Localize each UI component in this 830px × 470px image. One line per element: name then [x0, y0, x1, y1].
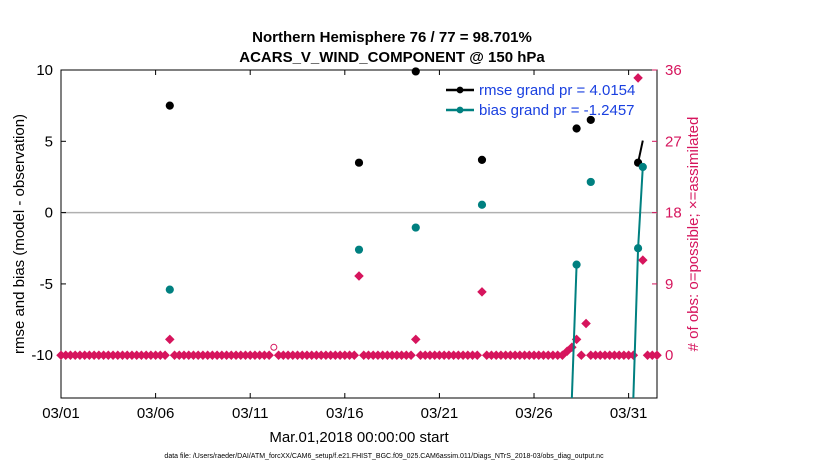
bias-point	[633, 244, 643, 253]
obs-assimilated-marker	[406, 350, 416, 360]
x-tick-label: 03/16	[326, 405, 364, 422]
y-right-tick-label: 27	[665, 133, 682, 150]
obs-assimilated-marker	[477, 287, 487, 297]
x-tick-label: 03/26	[515, 405, 553, 422]
obs-assimilated-marker	[472, 350, 483, 360]
rmse-point	[572, 124, 581, 133]
x-tick-label: 03/01	[42, 405, 80, 422]
legend-rmse-label: rmse grand pr = 4.0154	[479, 82, 635, 99]
footer-data-file: data file: /Users/raeder/DAI/ATM_forcXX/…	[164, 453, 604, 460]
obs-assimilated-marker	[628, 350, 639, 360]
chart-title-line2: ACARS_V_WIND_COMPONENT @ 150 hPa	[239, 49, 545, 66]
obs-assimilated-marker	[638, 255, 648, 265]
y-right-tick-label: 18	[665, 205, 682, 222]
bias-point	[638, 162, 647, 172]
obs-assimilated-marker	[652, 350, 662, 360]
chart-title-line1: Northern Hemisphere 76 / 77 = 98.701%	[252, 29, 532, 46]
x-axis-label: Mar.01,2018 00:00:00 start	[269, 429, 449, 446]
y-left-tick-label: 0	[45, 205, 53, 222]
bias-point	[477, 200, 487, 209]
x-tick-label: 03/06	[137, 405, 175, 422]
y-axis-left-label: rmse and bias (model - observation)	[11, 114, 28, 354]
legend-bias-marker	[456, 106, 464, 114]
bias-point	[411, 223, 420, 232]
rmse-point	[477, 155, 487, 164]
y-left-tick-label: 10	[36, 62, 53, 79]
legend-bias-label: bias grand pr = -1.2457	[479, 102, 635, 119]
rmse-point	[165, 101, 174, 110]
obs-assimilated-marker	[581, 318, 591, 329]
obs-assimilated-marker	[410, 334, 421, 345]
rmse-point	[411, 67, 420, 76]
x-tick-label: 03/31	[610, 405, 648, 422]
bias-point	[572, 260, 581, 269]
y-left-tick-label: 5	[45, 133, 53, 150]
bias-point	[165, 285, 174, 294]
y-right-tick-label: 9	[665, 276, 673, 293]
y-left-tick-label: -5	[40, 276, 53, 293]
rmse-point	[354, 158, 364, 167]
y-left-tick-label: -10	[31, 347, 53, 364]
obs-assimilated-marker	[576, 350, 587, 360]
bias-point	[354, 245, 364, 254]
obs-assimilated-marker	[349, 350, 360, 360]
bias-point	[586, 177, 595, 187]
obs-possible-marker	[270, 343, 278, 351]
obs-assimilated-marker	[354, 271, 364, 281]
rmse-point	[586, 115, 595, 125]
legend-rmse-marker	[456, 86, 464, 94]
obs-assimilated-marker	[264, 350, 274, 360]
x-tick-label: 03/21	[421, 405, 459, 422]
y-axis-right-label: # of obs: o=possible; ×=assimilated	[685, 117, 702, 352]
obs-assimilated-marker	[160, 350, 170, 360]
x-tick-label: 03/11	[232, 405, 268, 422]
bias-line	[570, 264, 578, 399]
obs-assimilated-marker	[165, 334, 175, 345]
y-right-tick-label: 36	[665, 62, 682, 79]
y-right-tick-label: 0	[665, 347, 673, 364]
plot-area	[60, 69, 658, 399]
obs-assimilated-marker	[633, 73, 643, 83]
